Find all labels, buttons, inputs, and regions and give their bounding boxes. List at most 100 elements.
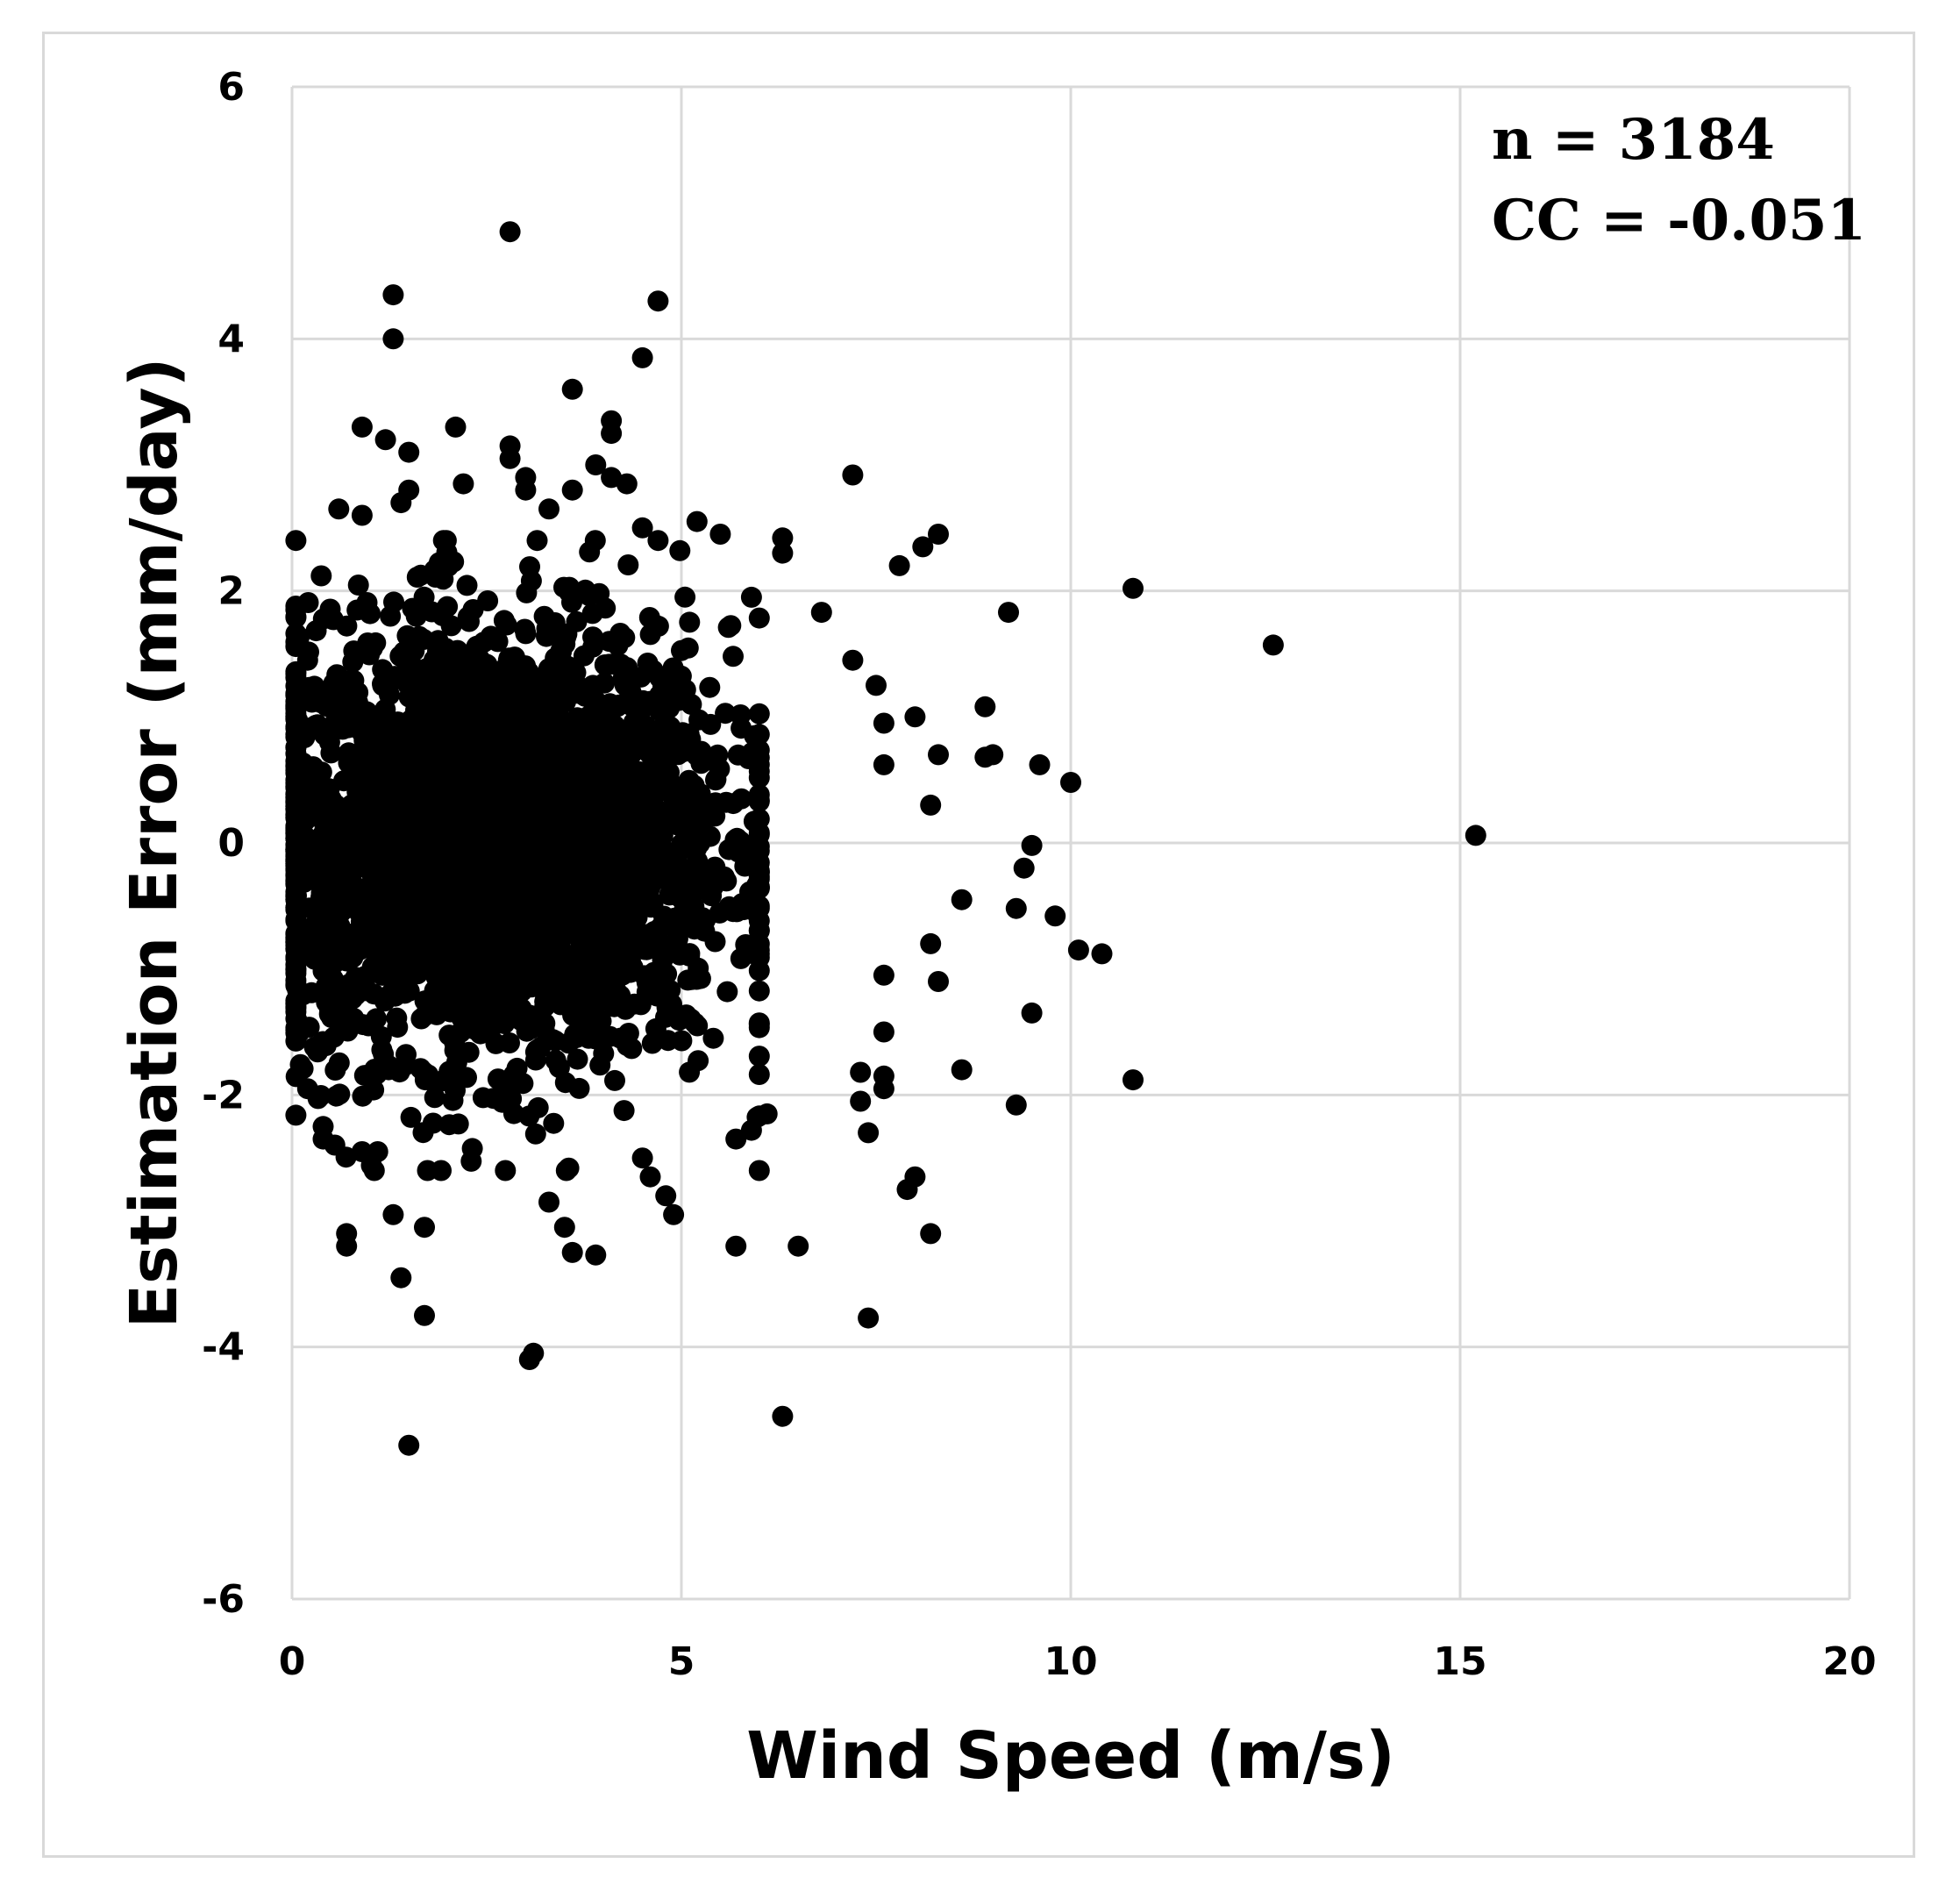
data-point [424,739,446,761]
data-point [578,1027,600,1049]
data-point [538,498,559,520]
data-point [398,441,420,463]
data-point [398,796,420,817]
data-point [526,530,548,552]
data-point [438,835,460,857]
data-point [303,948,325,970]
data-point [748,919,770,941]
data-point [486,790,508,812]
data-point [748,739,770,761]
data-point [570,961,592,983]
data-point [529,674,551,696]
data-point [555,626,577,648]
data-point [388,953,410,975]
data-point [730,947,752,969]
data-point [661,993,682,1015]
data-point [542,792,564,814]
data-point [638,607,660,628]
data-point [499,722,521,744]
y-tick-label: 0 [217,821,245,866]
data-point [401,654,423,676]
tick-labels: 0 5 10 15 20 -6 -4 -2 0 2 4 6 [202,65,1877,1684]
data-point [414,1005,436,1026]
data-point [447,747,469,768]
data-point [307,1041,329,1063]
data-point [513,903,535,925]
data-point [347,682,369,703]
y-tick-label: -4 [202,1325,245,1370]
data-point [310,887,331,908]
data-point [347,575,369,596]
data-point [850,1090,872,1112]
data-point [671,1030,693,1052]
data-point [731,788,752,810]
data-point [974,746,996,768]
data-point [495,1160,517,1182]
x-tick-label: 10 [1044,1639,1097,1684]
data-point [470,992,492,1014]
data-point [565,989,587,1010]
data-point [772,542,794,564]
data-point [312,608,334,630]
data-point [618,866,640,887]
data-point [698,805,720,827]
data-point [748,607,770,629]
data-point [413,629,435,650]
scatter-chart: 0 5 10 15 20 -6 -4 -2 0 2 4 6 Wind Speed (m/s) Esti… [117,65,1877,1794]
data-point [746,903,768,925]
data-point [324,831,346,853]
data-point [677,637,699,659]
data-point [748,980,770,1002]
data-point [788,1235,809,1257]
data-point [445,1080,466,1102]
data-point [516,973,538,995]
data-point [617,1035,638,1057]
data-point [454,984,476,1006]
data-point [470,880,492,902]
y-tick-label: -6 [202,1577,245,1622]
data-point [602,937,624,959]
data-point [519,556,540,578]
data-points [285,221,1486,1456]
data-point [723,646,744,668]
data-point [351,416,373,438]
data-point [456,575,478,596]
data-point [537,766,559,788]
data-point [328,986,350,1007]
data-point [288,1022,310,1044]
data-point [382,328,404,350]
data-point [850,1061,872,1083]
data-point [624,993,645,1015]
data-point [666,928,688,950]
data-point [414,1304,435,1326]
data-point [548,1057,570,1079]
data-point [772,1405,794,1427]
data-point [450,1022,472,1043]
data-point [1060,772,1081,793]
data-point [594,672,616,694]
data-point [542,1029,564,1051]
data-point [1123,1069,1144,1091]
data-point [285,631,307,653]
data-point [420,769,442,791]
data-point [671,881,693,903]
data-point [367,864,389,886]
data-point [412,839,434,860]
data-point [485,1032,507,1054]
data-point [431,939,453,961]
data-point [396,842,417,864]
data-point [716,981,738,1003]
data-point [470,851,492,873]
data-point [689,967,711,989]
data-point [402,822,424,844]
data-point [539,735,561,757]
data-point [591,916,613,938]
data-point [351,722,373,744]
data-point [364,781,386,803]
data-point [446,639,468,661]
data-point [505,688,527,710]
data-point [639,624,661,646]
data-point [382,284,404,306]
data-point [325,1085,347,1107]
data-point [1021,1002,1043,1024]
